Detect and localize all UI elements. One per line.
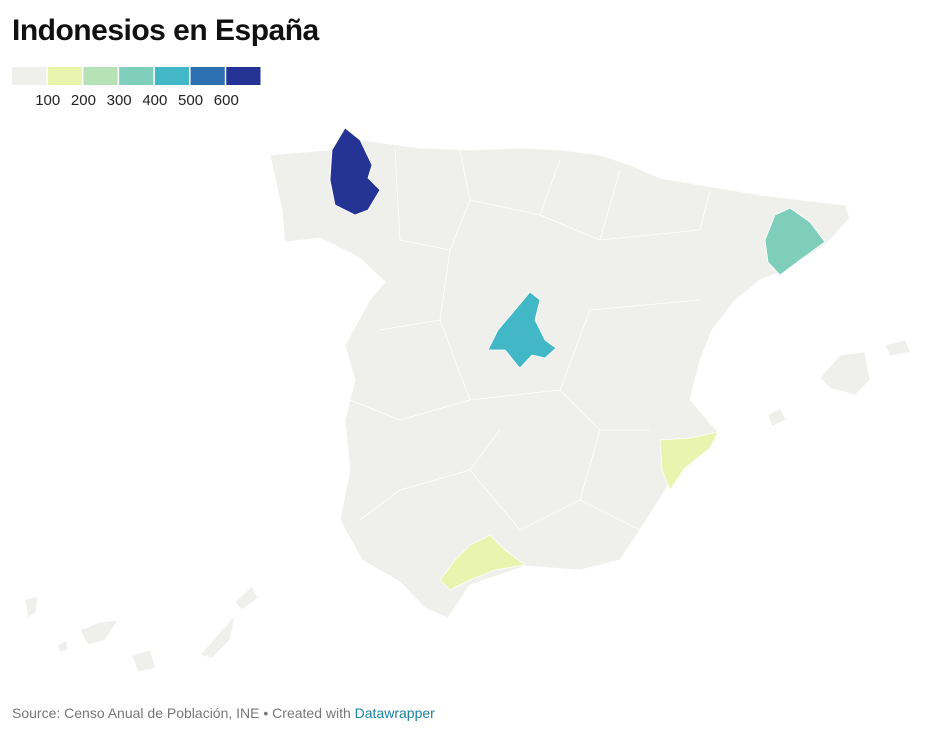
datawrapper-link[interactable]: Datawrapper bbox=[354, 705, 435, 721]
barcelona bbox=[764, 207, 826, 276]
canary-island bbox=[234, 585, 259, 611]
legend-swatch bbox=[12, 67, 47, 85]
alicante bbox=[659, 431, 719, 491]
legend-label: 100 bbox=[35, 92, 60, 109]
title: Indonesios en España bbox=[12, 14, 319, 47]
legend-swatch bbox=[190, 67, 225, 85]
canary-island bbox=[79, 619, 119, 646]
legend-swatch bbox=[154, 67, 190, 85]
legend: 100 200 300 400 500 600 bbox=[12, 67, 261, 109]
legend-swatch bbox=[119, 67, 154, 85]
map bbox=[24, 127, 912, 673]
canary-island bbox=[57, 639, 69, 653]
legend-swatch bbox=[226, 67, 261, 85]
menorca bbox=[884, 339, 912, 357]
legend-label: 500 bbox=[178, 92, 203, 109]
source: Source: Censo Anual de Población, INE • … bbox=[12, 705, 351, 721]
province-borders bbox=[349, 149, 711, 531]
canary-island bbox=[131, 649, 157, 673]
legend-swatch bbox=[47, 67, 82, 85]
legend-swatch bbox=[83, 67, 118, 85]
legend-label: 600 bbox=[214, 92, 239, 109]
legend-label: 400 bbox=[142, 92, 167, 109]
ibiza bbox=[767, 407, 787, 427]
mallorca bbox=[819, 351, 871, 396]
border bbox=[349, 149, 711, 531]
canary-island bbox=[24, 595, 39, 619]
canary-island bbox=[199, 614, 236, 659]
lugo bbox=[329, 127, 381, 216]
footer: Source: Censo Anual de Población, INE • … bbox=[12, 705, 435, 721]
legend-label: 300 bbox=[107, 92, 132, 109]
legend-label: 200 bbox=[71, 92, 96, 109]
madrid bbox=[487, 291, 557, 369]
malaga bbox=[439, 534, 526, 591]
